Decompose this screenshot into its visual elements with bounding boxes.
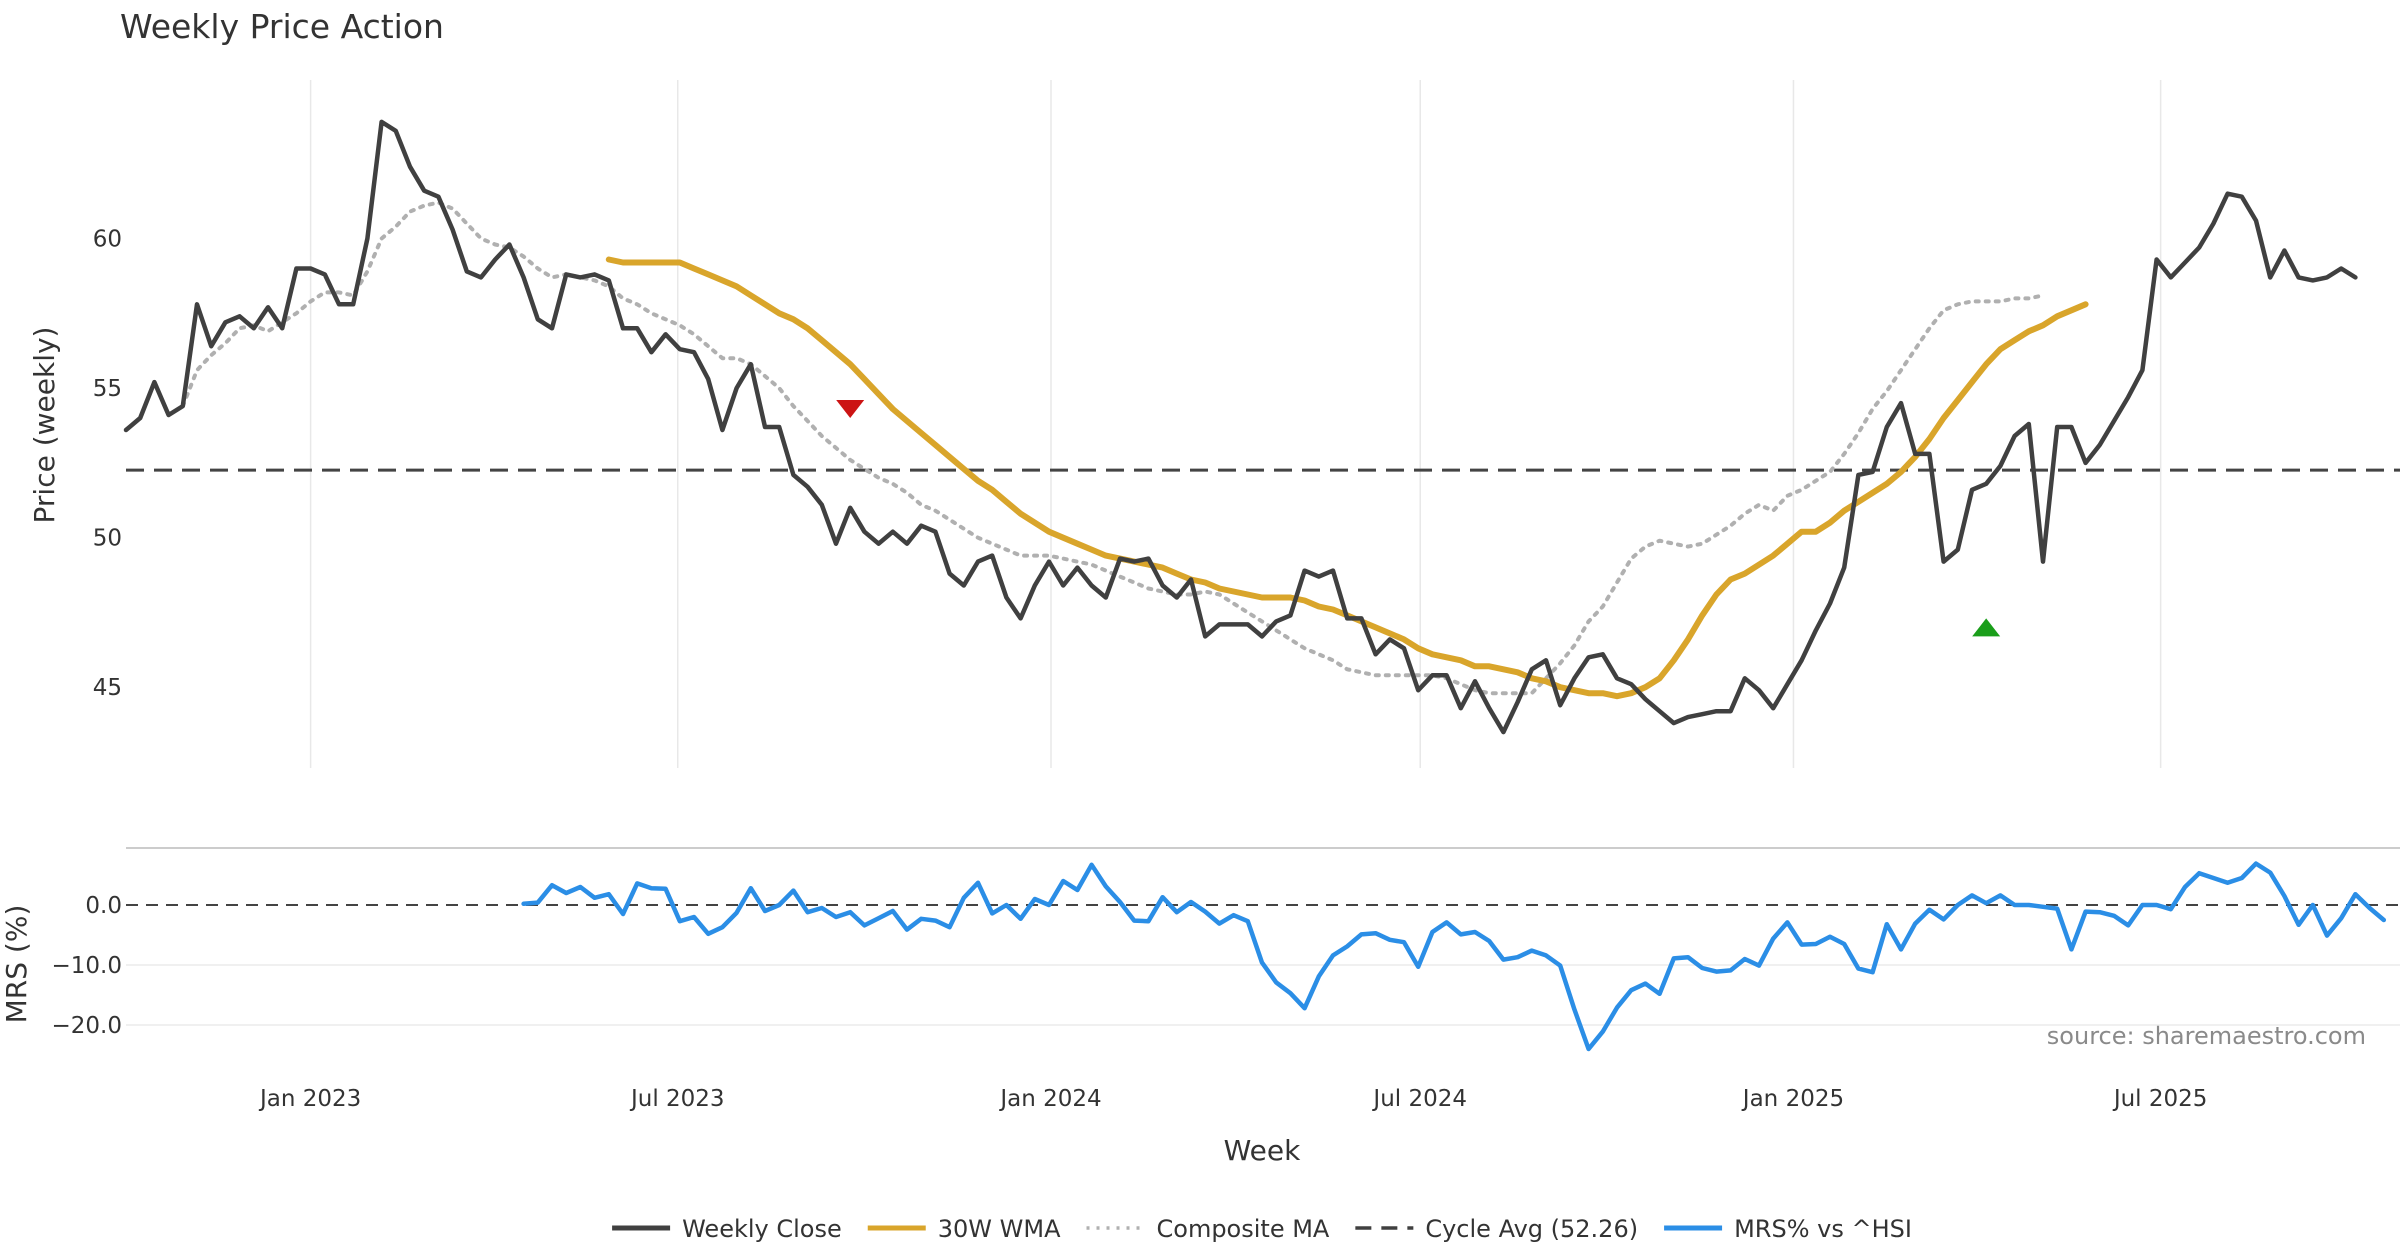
legend-label: Composite MA (1157, 1215, 1330, 1243)
grid-lines (126, 80, 2400, 1026)
x-tick-label: Jan 2024 (998, 1086, 1101, 1112)
series-line-weekly-close (123, 119, 2358, 735)
legend-item: Composite MA (1086, 1215, 1330, 1243)
source-label: source: sharemaestro.com (2047, 1022, 2366, 1050)
series-layer (123, 119, 2400, 1052)
x-tick-label: Jul 2024 (1371, 1086, 1467, 1112)
mrs-y-tick-label: −10.0 (52, 953, 122, 979)
mrs-y-tick-label: −20.0 (52, 1013, 122, 1039)
legend-item: MRS% vs ^HSI (1664, 1215, 1912, 1243)
buy-signal-marker (1972, 618, 2001, 637)
price-y-tick-label: 45 (93, 675, 122, 701)
price-y-tick-label: 60 (93, 227, 122, 253)
series-line-mrs (521, 861, 2387, 1052)
price-y-axis-title: Price (weekly) (28, 327, 61, 524)
x-tick-label: Jan 2025 (1741, 1086, 1844, 1112)
mrs-y-tick-label: 0.0 (85, 893, 122, 919)
legend-label: Cycle Avg (52.26) (1425, 1215, 1638, 1243)
mrs-y-axis-title: MRS (%) (0, 905, 33, 1024)
series-line-composite-ma (180, 200, 2045, 696)
series-line-30w-wma (605, 256, 2089, 700)
x-tick-label: Jul 2023 (629, 1086, 725, 1112)
x-tick-label: Jan 2023 (258, 1086, 361, 1112)
price-y-tick-label: 50 (93, 526, 122, 552)
legend-label: 30W WMA (938, 1215, 1061, 1243)
legend-label: MRS% vs ^HSI (1734, 1215, 1912, 1243)
x-tick-label: Jul 2025 (2112, 1086, 2208, 1112)
sell-signal-marker (836, 400, 865, 419)
price-y-tick-label: 55 (93, 376, 122, 402)
legend-label: Weekly Close (682, 1215, 842, 1243)
legend: Weekly Close 30W WMA Composite MA Cycle Avg… (612, 1215, 1912, 1243)
legend-item: 30W WMA (867, 1215, 1061, 1243)
legend-item: Cycle Avg (52.26) (1355, 1215, 1638, 1243)
legend-item: Weekly Close (612, 1215, 842, 1243)
x-axis-title: Week (1224, 1134, 1301, 1167)
chart-title: Weekly Price Action (120, 7, 444, 46)
